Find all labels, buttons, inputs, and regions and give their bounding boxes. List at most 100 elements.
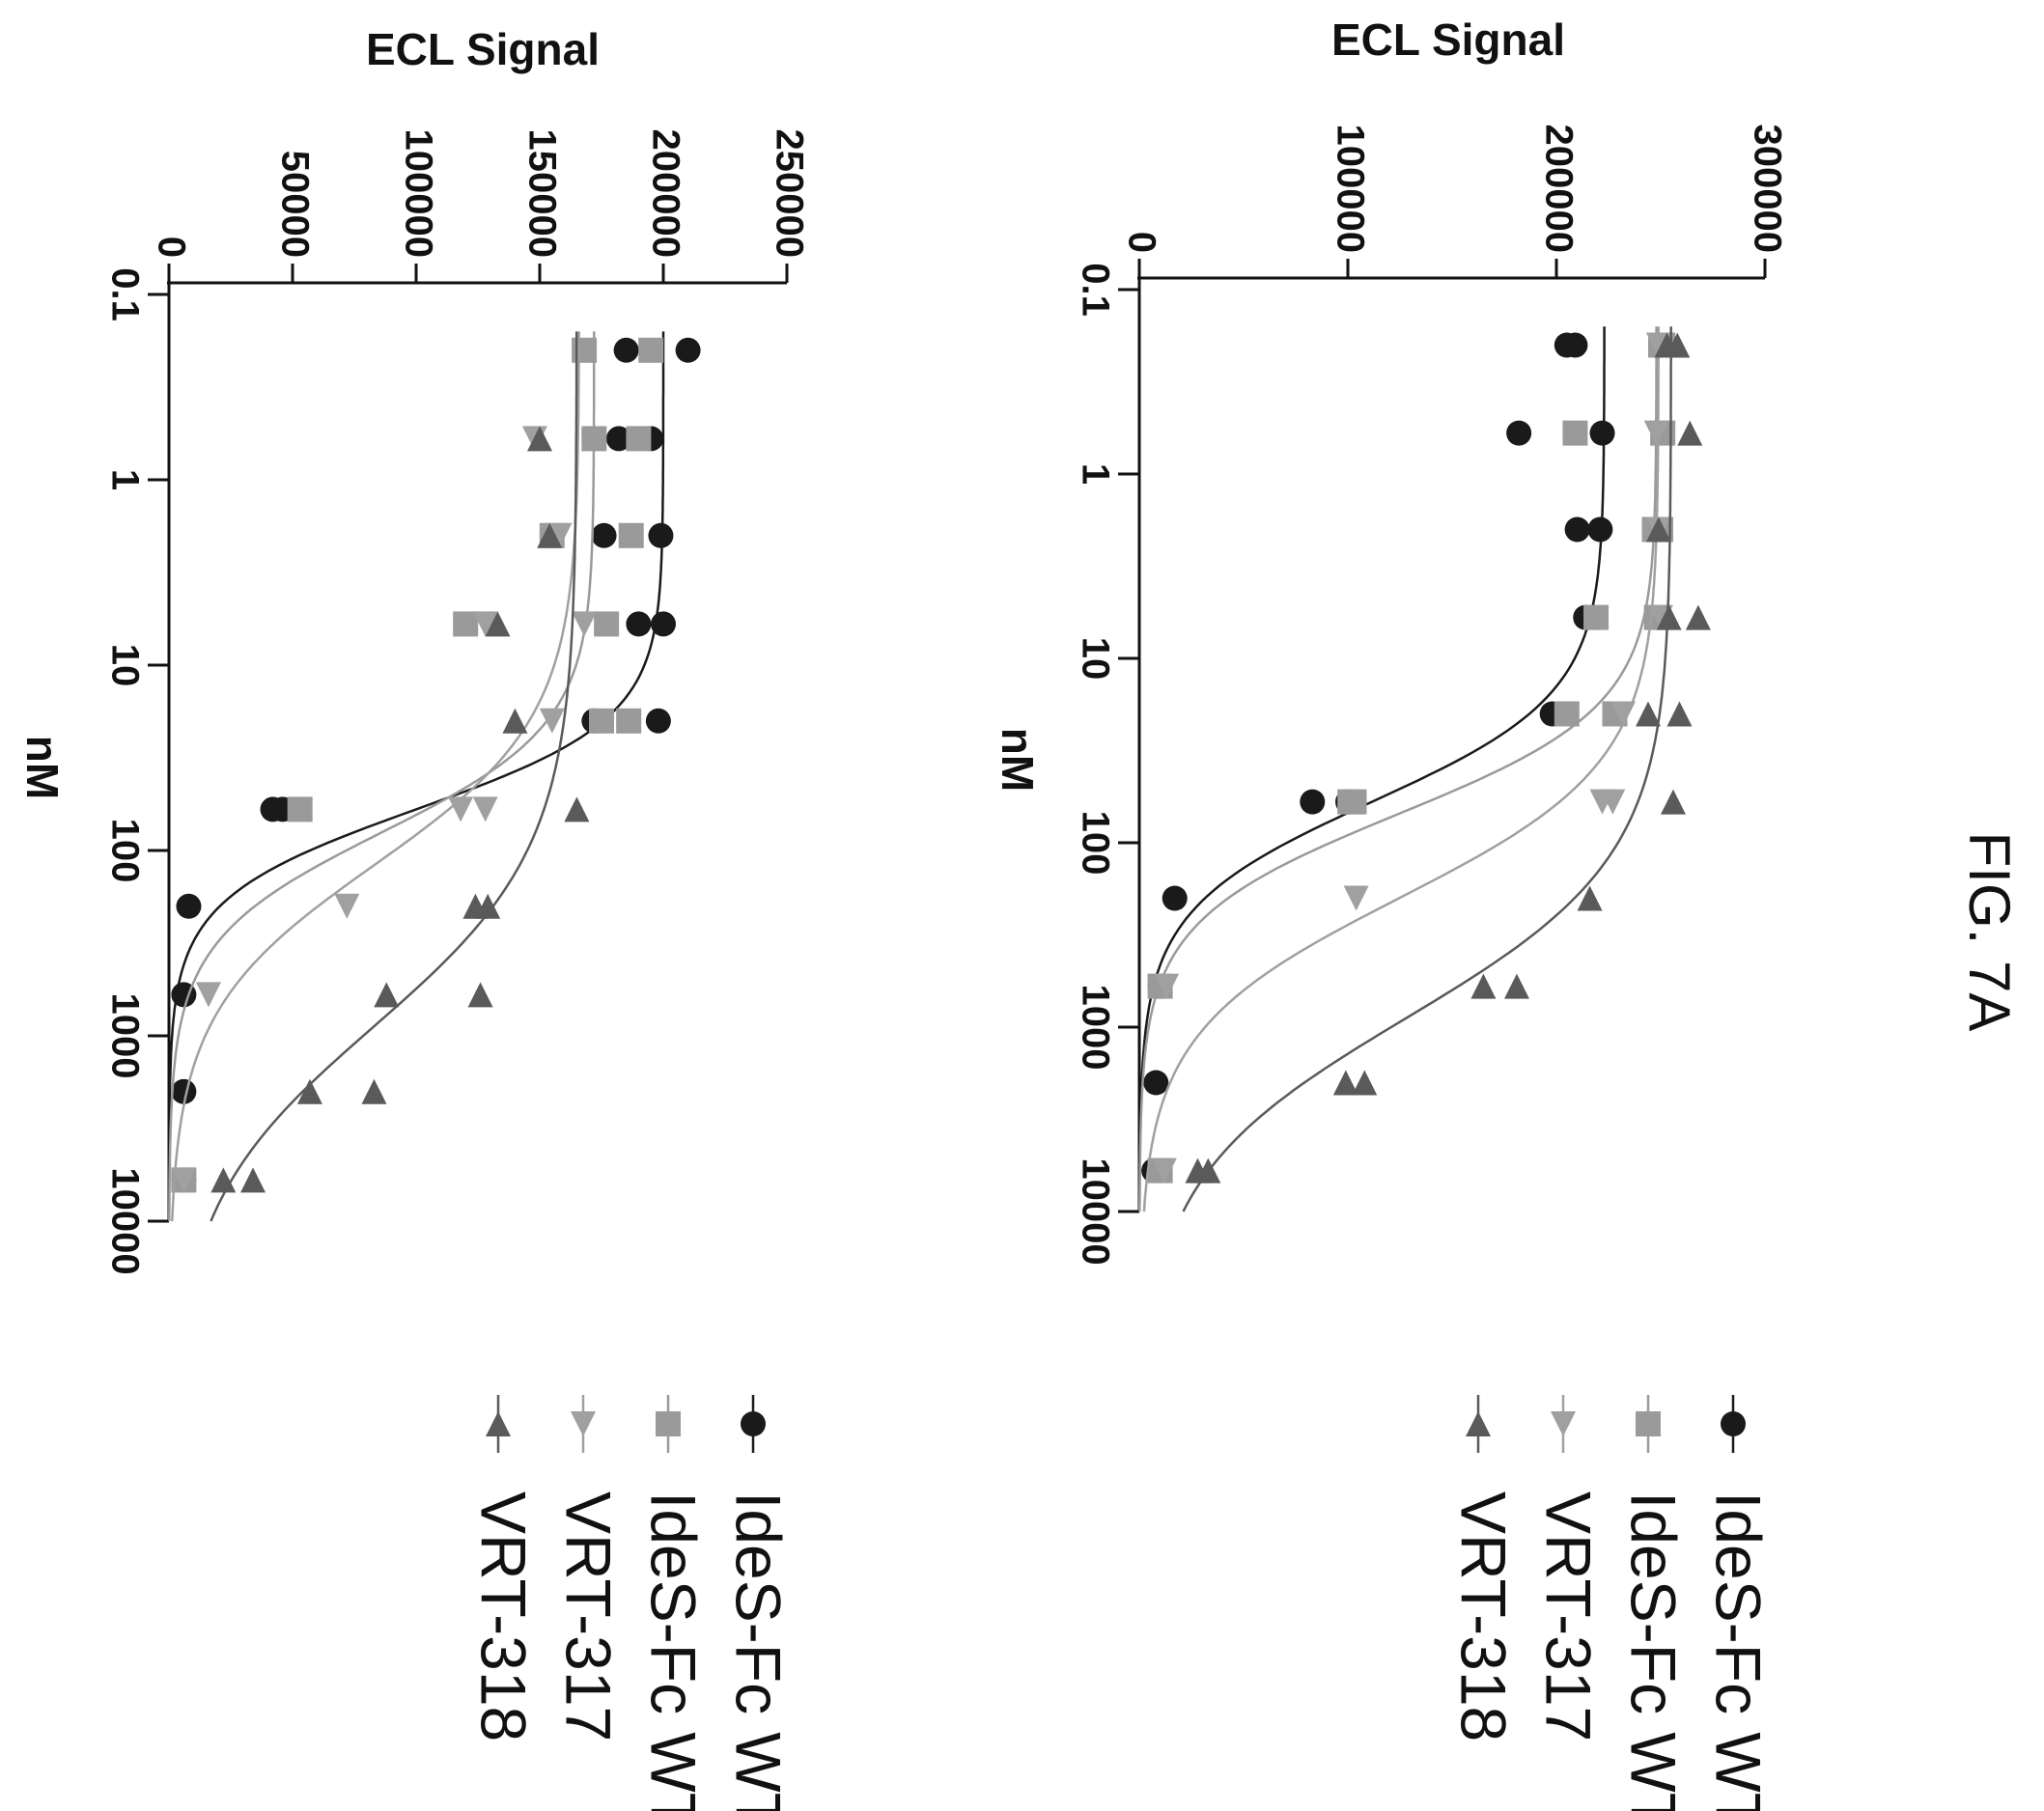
data-point-square (453, 611, 479, 637)
legend-label: VRT-317 (1533, 1491, 1605, 1741)
legend-marker-circle (1721, 1411, 1746, 1436)
data-point-circle (1589, 420, 1615, 446)
data-point-triangle-left (485, 611, 511, 637)
y-axis-title: ECL Signal (1331, 14, 1565, 65)
x-tick-label: 10000 (103, 1167, 146, 1274)
fit-curve-triangle-left (1182, 326, 1672, 1212)
data-point-circle (171, 1078, 197, 1104)
data-point-triangle-left (1645, 516, 1671, 543)
data-point-triangle-left (527, 426, 552, 452)
data-point-triangle-left (1685, 604, 1711, 630)
legend-marker-triangle-left (486, 1411, 511, 1436)
data-point-triangle-right (334, 893, 360, 919)
data-point-triangle-left (374, 982, 400, 1008)
legend-marker-triangle-right (1551, 1411, 1576, 1436)
x-tick-label: 0.1 (1074, 263, 1116, 317)
x-axis-title: nM (993, 728, 1043, 792)
data-point-triangle-left (210, 1167, 237, 1193)
x-tick-label: 1 (103, 469, 146, 490)
data-point-circle (675, 337, 701, 363)
data-point-square (287, 796, 313, 822)
data-point-triangle-left (1660, 789, 1686, 815)
data-point-triangle-left (467, 982, 493, 1008)
y-tick-label: 250000 (768, 129, 810, 258)
fit-curve-circle (167, 331, 665, 1221)
data-point-square (1583, 604, 1610, 630)
legend-label: VRT-318 (1448, 1491, 1520, 1741)
data-point-triangle-left (1577, 885, 1603, 911)
legend-label: IdeS-Fc WT (638, 1491, 710, 1811)
y-tick-label: 50000 (273, 151, 316, 258)
data-point-circle (1300, 789, 1326, 815)
x-tick-label: 100 (1074, 811, 1116, 876)
data-point-circle (591, 522, 617, 548)
x-tick-label: 0.1 (103, 267, 146, 321)
data-point-circle (176, 893, 202, 919)
data-point-triangle-right (1151, 1157, 1177, 1184)
data-point-square (618, 522, 644, 548)
data-point-triangle-right (472, 796, 498, 822)
x-tick-label: 100 (103, 819, 146, 883)
data-point-triangle-left (361, 1078, 387, 1104)
data-point-circle (1587, 516, 1613, 543)
data-point-circle (1506, 420, 1532, 446)
fit-curve-triangle-left (210, 331, 578, 1222)
legend-marker-circle (741, 1411, 766, 1436)
legend-marker-triangle-right (571, 1411, 596, 1436)
data-point-square (1562, 420, 1588, 446)
x-tick-label: 10 (1074, 637, 1116, 681)
data-point-triangle-right (1643, 420, 1669, 446)
y-tick-label: 100000 (397, 129, 439, 258)
data-point-circle (1143, 1070, 1169, 1096)
data-point-triangle-right (546, 522, 573, 548)
data-point-circle (648, 522, 674, 548)
x-axis-title: nM (17, 736, 68, 799)
fit-curve-square (168, 331, 596, 1221)
data-point-triangle-left (475, 893, 501, 919)
data-point-circle (605, 426, 631, 452)
data-point-triangle-right (1600, 789, 1626, 815)
legend-marker-square (656, 1411, 681, 1436)
data-point-square (1341, 789, 1367, 815)
data-point-triangle-right (1154, 973, 1180, 999)
y-tick-label: 200000 (644, 129, 686, 258)
y-tick-label: 300000 (1746, 125, 1788, 253)
data-point-triangle-left (1352, 1070, 1378, 1096)
data-point-triangle-right (1610, 701, 1637, 727)
data-point-square (594, 611, 620, 637)
data-point-square (581, 426, 607, 452)
legend-marker-square (1636, 1411, 1661, 1436)
data-point-circle (613, 337, 639, 363)
data-point-triangle-right (539, 708, 565, 734)
y-axis-title: ECL Signal (366, 24, 600, 74)
data-point-triangle-right (195, 982, 221, 1008)
y-tick-label: 100000 (1329, 125, 1371, 253)
data-point-triangle-left (564, 796, 590, 822)
data-point-triangle-left (1666, 701, 1693, 727)
x-tick-label: 10 (103, 644, 146, 687)
x-tick-label: 10000 (1074, 1157, 1116, 1265)
legend-marker-triangle-left (1466, 1411, 1491, 1436)
data-point-triangle-right (472, 611, 498, 637)
data-point-square (616, 708, 642, 734)
data-point-square (589, 708, 614, 734)
data-point-circle (1564, 516, 1590, 543)
data-point-triangle-right (1343, 885, 1369, 911)
data-point-triangle-right (171, 1167, 197, 1193)
data-point-triangle-right (448, 796, 474, 822)
fit-curve-square (1138, 326, 1658, 1212)
data-point-triangle-left (1665, 332, 1691, 358)
data-point-triangle-left (537, 522, 563, 548)
data-point-triangle-left (296, 1078, 322, 1104)
data-point-square (626, 426, 652, 452)
data-point-triangle-left (502, 708, 528, 734)
data-point-triangle-left (1636, 701, 1662, 727)
legend-label: VRT-317 (553, 1491, 625, 1741)
data-point-square (1554, 701, 1580, 727)
fit-curve-triangle-right (1142, 326, 1660, 1212)
data-point-triangle-left (1332, 1070, 1358, 1096)
data-point-circle (651, 611, 676, 637)
data-point-triangle-left (1470, 973, 1497, 999)
